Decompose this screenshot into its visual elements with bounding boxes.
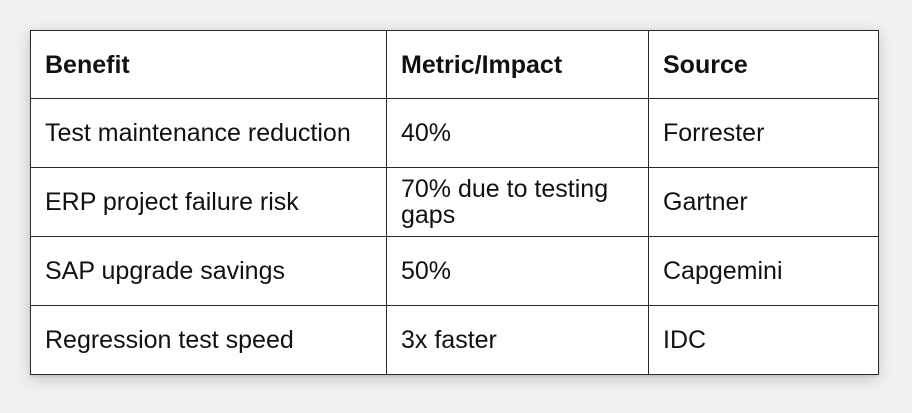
- source-cell: IDC: [648, 305, 879, 375]
- table-row: Test maintenance reduction 40% Forrester: [30, 98, 879, 168]
- source-cell: Gartner: [648, 167, 879, 237]
- table-row: Regression test speed 3x faster IDC: [30, 305, 879, 375]
- benefit-cell: SAP upgrade savings: [30, 236, 387, 306]
- benefit-cell: Test maintenance reduction: [30, 98, 387, 168]
- header-metric-impact: Metric/Impact: [386, 30, 649, 99]
- metric-cell: 50%: [386, 236, 649, 306]
- table-row: SAP upgrade savings 50% Capgemini: [30, 236, 879, 306]
- table-header-row: Benefit Metric/Impact Source: [30, 30, 879, 99]
- metric-cell: 3x faster: [386, 305, 649, 375]
- table-row: ERP project failure risk 70% due to test…: [30, 167, 879, 237]
- metric-cell: 40%: [386, 98, 649, 168]
- metric-cell: 70% due to testing gaps: [386, 167, 649, 237]
- benefits-table-card: Benefit Metric/Impact Source Test mainte…: [30, 30, 879, 375]
- benefits-table: Benefit Metric/Impact Source Test mainte…: [30, 30, 879, 375]
- benefit-cell: Regression test speed: [30, 305, 387, 375]
- benefit-cell: ERP project failure risk: [30, 167, 387, 237]
- source-cell: Capgemini: [648, 236, 879, 306]
- source-cell: Forrester: [648, 98, 879, 168]
- header-source: Source: [648, 30, 879, 99]
- header-benefit: Benefit: [30, 30, 387, 99]
